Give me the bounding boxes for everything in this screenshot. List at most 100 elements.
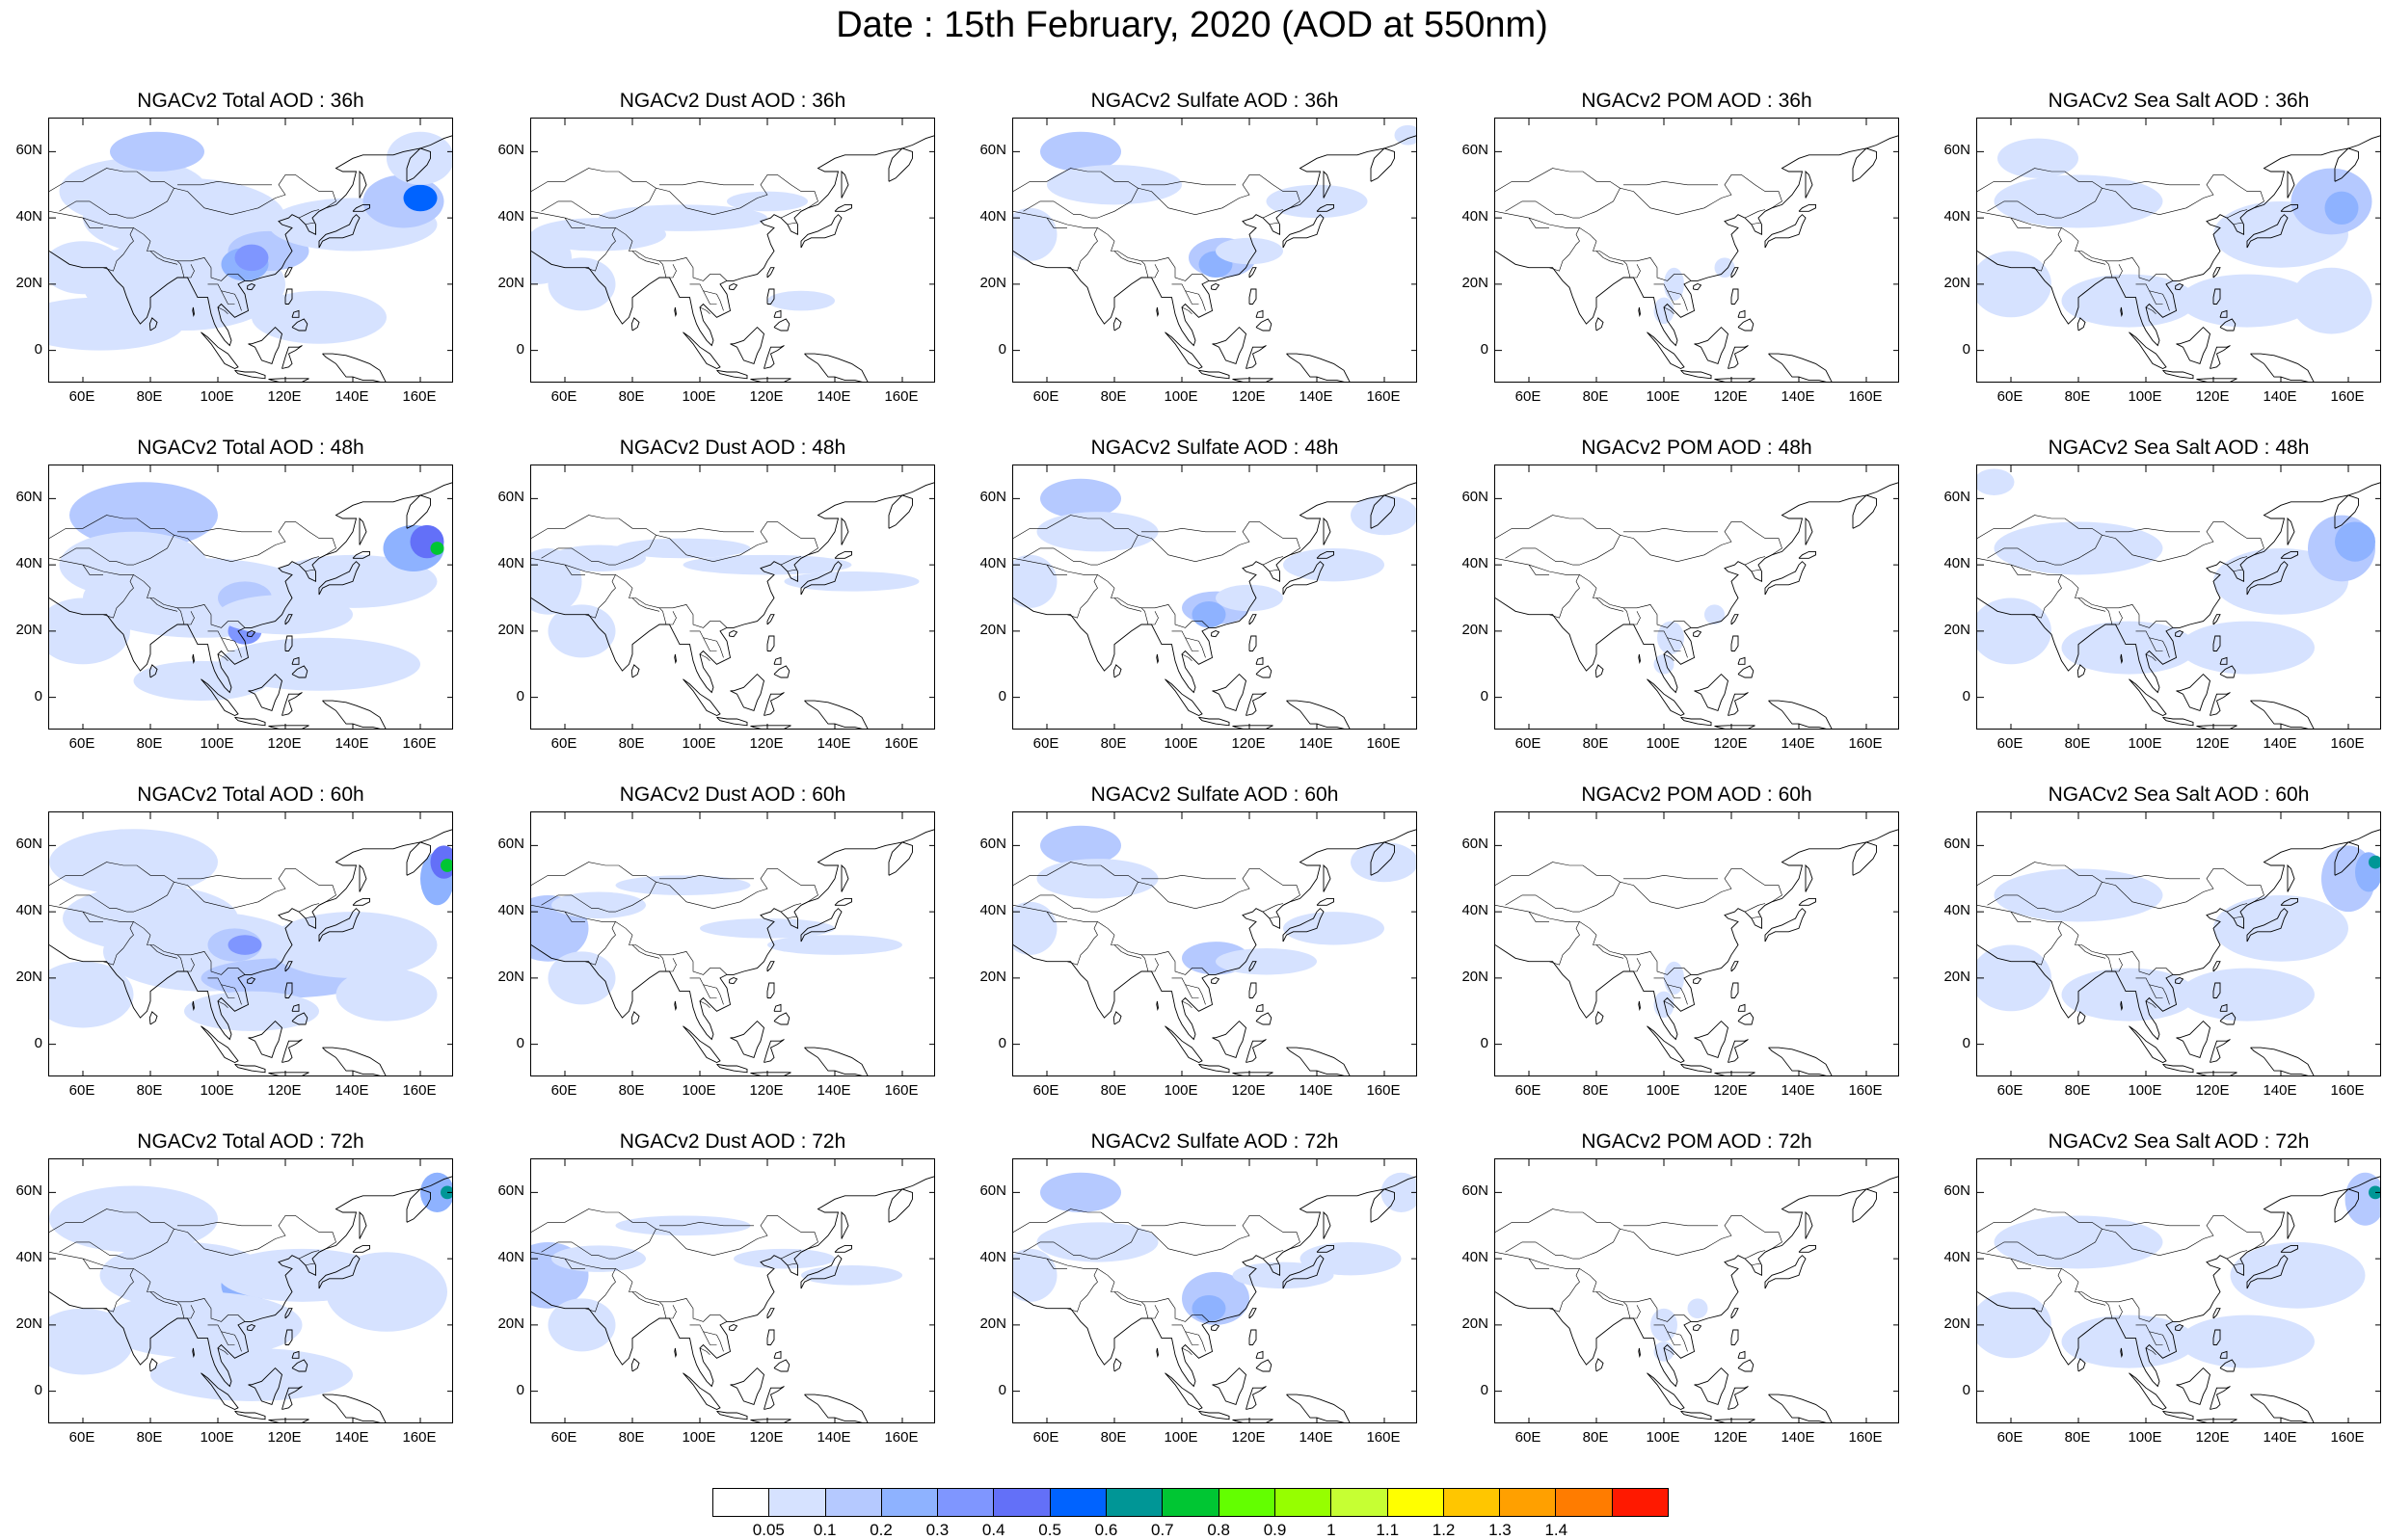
country-border (1046, 1258, 1067, 1269)
coastline (148, 1358, 158, 1372)
lon-tick-label: 120E (267, 1429, 302, 1446)
country-border (2233, 916, 2242, 919)
axis-ticks (1977, 1159, 2380, 1422)
country-border (699, 306, 710, 315)
country-border (780, 556, 802, 566)
coastline (2250, 1047, 2315, 1075)
aod-contour-region (1664, 961, 1684, 996)
country-border (2105, 180, 2200, 186)
lat-tick-label: 20N (497, 968, 524, 985)
panel-title: NGACv2 Dust AOD : 72h (619, 1130, 846, 1153)
aod-contour-region (2290, 267, 2372, 334)
panel-title: NGACv2 Total AOD : 48h (137, 437, 364, 459)
country-border (2226, 556, 2248, 566)
coastline (1714, 725, 1755, 729)
country-border (2135, 283, 2170, 311)
map-panel: NGACv2 Total AOD : 36h 60N 40N 20N 0 60E 80E 10… (15, 89, 453, 436)
lon-tick-label: 60E (68, 1082, 95, 1099)
lat-tick-label: 20N (979, 1314, 1006, 1332)
coastline-layer (49, 1176, 452, 1422)
country-border (1548, 1268, 1580, 1313)
aod-contour-region (1036, 512, 1159, 552)
country-border (1141, 1221, 1236, 1227)
aod-contour-region (2180, 274, 2315, 328)
lon-tick-label: 80E (1582, 1082, 1609, 1099)
country-border (1113, 251, 1142, 265)
country-border (1495, 1208, 1621, 1233)
lat-tick-label: 40N (15, 902, 42, 919)
country-border (2105, 874, 2200, 880)
country-border (1185, 637, 1199, 651)
map-panel: NGACv2 POM AOD : 36h 60N 40N 20N 0 60E 80E 100E… (1461, 89, 1899, 436)
lon-tick-label: 80E (136, 1429, 163, 1446)
country-border (1495, 211, 1692, 281)
aod-contour-region (784, 571, 920, 592)
axis-ticks (1977, 465, 2380, 729)
coastline (234, 1063, 266, 1074)
aod-field (1495, 812, 1898, 1075)
coastline-layer (1013, 829, 1416, 1075)
lat-tick-label: 0 (516, 1381, 524, 1398)
coastline (284, 614, 293, 625)
country-border (1013, 211, 1210, 281)
map-plot-area (530, 118, 935, 383)
aod-contour-region (2061, 621, 2197, 675)
aod-contour-region (1216, 584, 1283, 612)
coastline-layer (1013, 482, 1416, 729)
coastline (716, 369, 748, 380)
coastline (2175, 1324, 2184, 1332)
coastline (1728, 1039, 1749, 1063)
country-border (2135, 1324, 2170, 1352)
lon-tick-label: 140E (2263, 388, 2297, 405)
aod-contour-layer (531, 875, 902, 1005)
country-border (1595, 251, 1624, 265)
lon-tick-label: 140E (1299, 1082, 1333, 1099)
lon-tick-label: 100E (2128, 388, 2162, 405)
coastline (1852, 147, 1877, 182)
coastline (2250, 353, 2315, 382)
lat-tick-label: 20N (1461, 274, 1488, 291)
coastline (2334, 494, 2359, 529)
coastline (1112, 317, 1122, 332)
map-panel: NGACv2 Sulfate AOD : 48h 60N 40N 20N 0 60E 80E… (979, 436, 1417, 783)
coastline (284, 961, 293, 972)
coastline (2076, 317, 2086, 332)
lon-tick-label: 120E (749, 1429, 784, 1446)
coastline (1737, 318, 1755, 332)
coastline (730, 1367, 765, 1405)
coastline (531, 482, 934, 694)
lat-tick-label: 0 (1962, 1381, 1970, 1398)
aod-contour-region (1994, 521, 2163, 575)
map-plot-area (1976, 1158, 2381, 1423)
country-border (1140, 954, 1159, 972)
lon-tick-label: 140E (1781, 388, 1815, 405)
coastline (2212, 635, 2221, 651)
country-border (541, 1215, 818, 1260)
coastline (284, 635, 293, 651)
lon-tick-label: 120E (2195, 735, 2230, 752)
coastline (1165, 1372, 1203, 1411)
coastline (1211, 977, 1220, 985)
coastline (2212, 982, 2221, 998)
country-border (1505, 868, 1782, 913)
coastline (1246, 692, 1267, 716)
country-border (1977, 1252, 2174, 1322)
lon-tick-label: 140E (1781, 1429, 1815, 1446)
country-border (1977, 905, 2174, 975)
coastline (1212, 1020, 1247, 1058)
colorbar-label: 0.8 (1207, 1521, 1230, 1539)
aod-field (1977, 1159, 2380, 1422)
lon-tick-label: 60E (1032, 388, 1059, 405)
lat-tick-label: 60N (1943, 836, 1970, 853)
country-border (82, 217, 103, 228)
country-border (1495, 862, 1621, 886)
country-border (2077, 251, 2106, 265)
lon-tick-label: 80E (618, 1082, 645, 1099)
lon-tick-label: 120E (267, 1082, 302, 1099)
aod-contour-region (1040, 1172, 1121, 1212)
map-plot-area (1494, 811, 1899, 1076)
country-border (177, 527, 272, 533)
coastline (1156, 653, 1159, 665)
country-border (49, 515, 174, 539)
country-border (1977, 1208, 2103, 1233)
